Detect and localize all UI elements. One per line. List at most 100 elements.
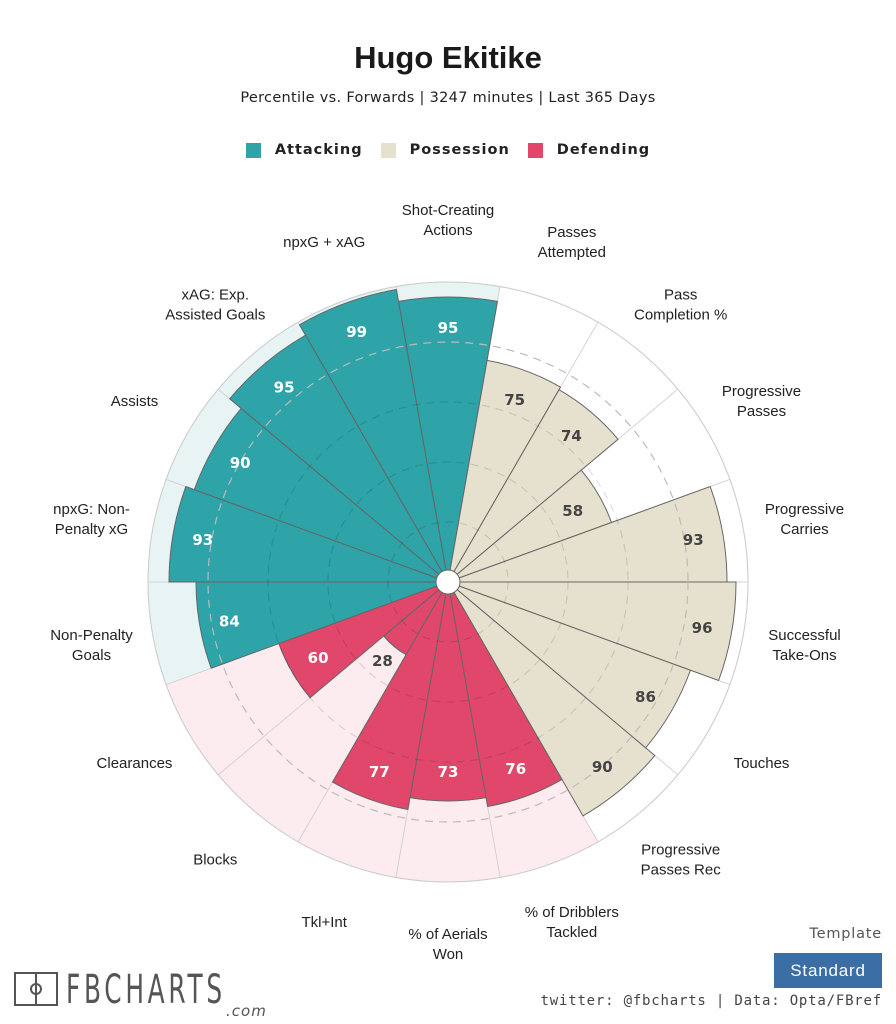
logo-text: FBCHARTS (66, 967, 226, 1013)
category-label-line: Pass (664, 287, 697, 304)
category-label-line: Passes (547, 224, 596, 241)
category-label-line: Goals (72, 647, 111, 664)
category-label-line: Tackled (546, 924, 597, 941)
value-label-successful-take-ons: 96 (692, 619, 713, 637)
value-label-xag-exp-assisted-goals: 95 (274, 379, 295, 397)
legend-item-defending: Defending (527, 142, 651, 158)
category-label-line: Progressive (765, 501, 844, 518)
category-label-npxg-xag: npxG + xAG (283, 234, 365, 251)
pitch-icon (14, 972, 58, 1006)
gridline-40 (327, 461, 569, 703)
legend-label-defending: Defending (556, 142, 651, 158)
category-label-clearances: Clearances (97, 755, 173, 772)
value-label-shot-creating-actions: 95 (438, 319, 459, 337)
legend-item-possession: Possession (380, 142, 510, 158)
category-label-line: Progressive (722, 383, 801, 400)
category-label-line: Progressive (641, 841, 720, 858)
category-label-line: Passes (737, 403, 786, 420)
category-label-progressive-carries: Progressive Carries (765, 501, 844, 538)
category-label-non-penalty-goals: Non-Penalty Goals (50, 627, 133, 664)
category-label-line: Shot-Creating (402, 202, 495, 219)
bar-tkl-int (331, 581, 449, 811)
value-label-progressive-passes: 58 (562, 502, 583, 520)
bar-pass-completion (447, 389, 619, 583)
category-label-npxg-non-penalty-xg: npxG: Non- Penalty xG (53, 501, 130, 538)
value-label-clearances: 60 (308, 649, 329, 667)
gridlines (147, 281, 749, 883)
value-label-passes-attempted: 75 (504, 391, 525, 409)
value-labels: 95 75 74 58 93 96 86 90 76 73 77 28 60 84 93 90 95 99 (192, 319, 712, 781)
bar-successful-take-ons (447, 581, 737, 682)
category-label-successful-take-ons: Successful Take-Ons (768, 627, 841, 664)
legend-label-attacking: Attacking (274, 142, 363, 158)
template-label: Template (809, 926, 882, 942)
page-subtitle: Percentile vs. Forwards | 3247 minutes |… (240, 90, 656, 106)
category-labels: Shot-Creating Actions Passes Attempted Pass C… (50, 202, 844, 963)
page-title: Hugo Ekitike (354, 40, 542, 75)
legend: Attacking Possession Defending (0, 142, 896, 158)
category-label-line: Carries (780, 521, 828, 538)
category-label-line: Tkl+Int (301, 914, 347, 931)
value-label-progressive-passes-rec: 90 (592, 758, 613, 776)
category-label-line: Clearances (97, 755, 173, 772)
category-label-of-dribblers-tackled: % of Dribblers Tackled (525, 904, 619, 941)
value-label-progressive-carries: 93 (683, 531, 704, 549)
legend-swatch-possession (380, 142, 396, 158)
category-label-line: Non-Penalty (50, 627, 133, 644)
category-label-line: xAG: Exp. (182, 287, 250, 304)
category-label-progressive-passes-rec: Progressive Passes Rec (641, 841, 722, 878)
value-label-tkl-int: 77 (369, 763, 390, 781)
legend-swatch-attacking (245, 142, 261, 158)
bar-sectors (168, 288, 737, 817)
category-label-line: Blocks (193, 851, 237, 868)
value-label-of-dribblers-tackled: 76 (505, 760, 526, 778)
category-label-line: % of Aerials (408, 926, 487, 943)
category-label-xag-exp-assisted-goals: xAG: Exp. Assisted Goals (165, 287, 265, 324)
bar-of-dribblers-tackled (447, 581, 563, 808)
gridline-60 (267, 401, 629, 763)
category-label-blocks: Blocks (193, 851, 237, 868)
value-label-npxg-non-penalty-xg: 93 (192, 531, 213, 549)
gridline-80 (207, 341, 689, 823)
value-label-assists: 90 (230, 454, 251, 472)
category-label-line: npxG + xAG (283, 234, 365, 251)
category-label-line: % of Dribblers (525, 904, 619, 921)
category-label-line: npxG: Non- (53, 501, 130, 518)
category-label-line: Completion % (634, 307, 727, 324)
bar-npxg-xag (298, 288, 449, 583)
bar-progressive-passes-rec (447, 581, 656, 817)
legend-item-attacking: Attacking (245, 142, 363, 158)
center-circle (435, 569, 461, 595)
category-label-pass-completion: Pass Completion % (634, 287, 727, 324)
category-label-tkl-int: Tkl+Int (301, 914, 347, 931)
outer-ring (147, 281, 749, 883)
category-label-line: Successful (768, 627, 841, 644)
category-label-shot-creating-actions: Shot-Creating Actions (402, 202, 495, 239)
value-label-of-aerials-won: 73 (438, 763, 459, 781)
category-label-progressive-passes: Progressive Passes (722, 383, 801, 420)
category-label-line: Take-Ons (772, 647, 836, 664)
category-label-line: Assisted Goals (165, 307, 265, 324)
value-label-touches: 86 (635, 688, 656, 706)
category-label-line: Penalty xG (55, 521, 128, 538)
category-label-line: Attempted (538, 244, 606, 261)
data-credit: twitter: @fbcharts | Data: Opta/FBref (540, 993, 882, 1009)
category-label-line: Won (433, 946, 464, 963)
value-label-npxg-xag: 99 (346, 323, 367, 341)
logo-suffix: .com (226, 1002, 267, 1020)
category-label-line: Passes Rec (641, 861, 722, 878)
legend-swatch-defending (527, 142, 543, 158)
legend-label-possession: Possession (409, 142, 510, 158)
template-button[interactable]: Standard (774, 953, 882, 988)
category-label-touches: Touches (734, 755, 790, 772)
gridline-20 (387, 521, 509, 643)
value-label-non-penalty-goals: 84 (219, 613, 240, 631)
category-label-assists: Assists (111, 393, 159, 410)
category-label-line: Assists (111, 393, 159, 410)
value-label-pass-completion: 74 (561, 427, 582, 445)
fbcharts-logo: FBCHARTS (14, 968, 236, 1010)
value-label-blocks: 28 (372, 652, 393, 670)
bar-npxg-non-penalty-xg (168, 485, 449, 583)
category-label-line: Actions (423, 222, 472, 239)
